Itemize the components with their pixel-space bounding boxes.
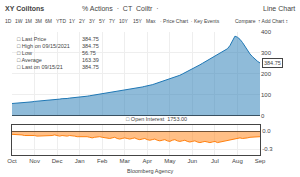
- svg-text:% Actions · CT Coiltr ·: % Actions · CT Coiltr ·: [82, 5, 159, 12]
- svg-text:0: 0: [261, 113, 265, 119]
- svg-text:6M: 6M: [45, 18, 52, 24]
- svg-text:Max: Max: [146, 18, 156, 24]
- svg-text:□ Low: □ Low: [17, 50, 32, 56]
- svg-text:XY Coiltons: XY Coiltons: [5, 5, 44, 12]
- svg-text:Jul: Jul: [211, 158, 219, 164]
- svg-text:5Y: 5Y: [99, 18, 106, 24]
- svg-text:Line Chart: Line Chart: [263, 5, 295, 12]
- svg-text:1D: 1D: [5, 18, 12, 24]
- svg-text:May: May: [164, 158, 175, 164]
- svg-text:□ Last on 09/15/21: □ Last on 09/15/21: [17, 64, 63, 70]
- svg-text:200: 200: [261, 71, 272, 77]
- svg-text:↑ Add Chart ↕: ↑ Add Chart ↕: [258, 18, 288, 24]
- svg-text:Compare: Compare: [235, 18, 256, 24]
- svg-text:3Y: 3Y: [89, 18, 96, 24]
- svg-text:□ High on 09/15/2021: □ High on 09/15/2021: [17, 43, 70, 49]
- svg-text:-0.3: -0.3: [262, 146, 273, 152]
- svg-text:Bloomberg Agency: Bloomberg Agency: [127, 168, 173, 174]
- svg-text:Sep: Sep: [255, 158, 266, 164]
- svg-text:Dec: Dec: [52, 158, 63, 164]
- svg-text:7Y: 7Y: [109, 18, 116, 24]
- svg-text:56.75: 56.75: [82, 50, 96, 56]
- svg-text:□ Average: □ Average: [17, 57, 42, 63]
- svg-text:YTD: YTD: [56, 18, 66, 24]
- svg-text:Jan: Jan: [75, 158, 85, 164]
- svg-text:1M: 1M: [25, 18, 32, 24]
- svg-text:· Price Chart · Key Events: · Price Chart · Key Events: [160, 18, 220, 24]
- svg-text:15Y: 15Y: [133, 18, 143, 24]
- svg-text:384.75: 384.75: [82, 64, 99, 70]
- svg-text:Mar: Mar: [120, 158, 130, 164]
- svg-text:384.75: 384.75: [264, 60, 281, 66]
- svg-text:Aug: Aug: [232, 158, 243, 164]
- svg-text:Nov: Nov: [29, 158, 40, 164]
- svg-text:3M: 3M: [35, 18, 42, 24]
- svg-text:384.75: 384.75: [82, 36, 99, 42]
- svg-text:Apr: Apr: [143, 158, 152, 164]
- svg-text:□ Open Interest 1753.00: □ Open Interest 1753.00: [126, 116, 187, 122]
- svg-text:1Y: 1Y: [69, 18, 76, 24]
- svg-text:1W: 1W: [15, 18, 23, 24]
- svg-text:300: 300: [261, 50, 272, 56]
- svg-text:10Y: 10Y: [119, 18, 129, 24]
- svg-text:384.75: 384.75: [82, 43, 99, 49]
- svg-text:□ Last Price: □ Last Price: [17, 36, 46, 42]
- svg-text:0.0: 0.0: [262, 128, 271, 134]
- svg-text:Feb: Feb: [97, 158, 108, 164]
- svg-text:Oct: Oct: [7, 158, 17, 164]
- svg-text:100: 100: [261, 92, 272, 98]
- svg-text:400: 400: [261, 29, 272, 35]
- svg-text:Jun: Jun: [188, 158, 198, 164]
- svg-text:163.39: 163.39: [82, 57, 99, 63]
- svg-text:2Y: 2Y: [79, 18, 86, 24]
